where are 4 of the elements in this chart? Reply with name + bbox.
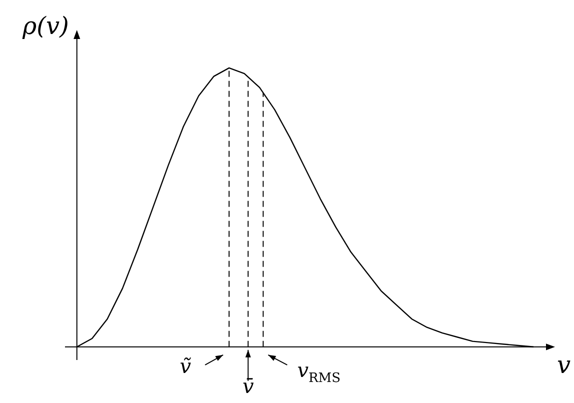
text: v̄ <box>242 374 254 398</box>
text: ṽ <box>180 354 192 378</box>
x-axis-title: v <box>557 350 571 379</box>
y-axis-title: ρ(v) <box>21 12 69 40</box>
